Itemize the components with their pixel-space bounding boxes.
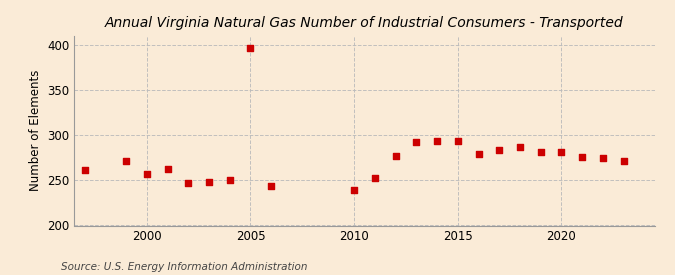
Point	[535, 150, 546, 155]
Title: Annual Virginia Natural Gas Number of Industrial Consumers - Transported: Annual Virginia Natural Gas Number of In…	[105, 16, 624, 31]
Point	[411, 140, 422, 145]
Point	[597, 156, 608, 160]
Point	[432, 139, 443, 144]
Point	[79, 168, 90, 173]
Point	[452, 139, 463, 144]
Y-axis label: Number of Elements: Number of Elements	[28, 70, 42, 191]
Point	[473, 152, 484, 156]
Point	[183, 181, 194, 185]
Point	[224, 178, 235, 183]
Point	[349, 188, 360, 192]
Point	[369, 175, 380, 180]
Point	[204, 180, 215, 184]
Point	[121, 159, 132, 164]
Point	[390, 154, 401, 158]
Point	[494, 147, 505, 152]
Point	[142, 172, 153, 176]
Point	[618, 159, 629, 164]
Point	[266, 183, 277, 188]
Point	[245, 46, 256, 51]
Point	[514, 145, 525, 149]
Point	[576, 155, 587, 159]
Point	[556, 150, 567, 155]
Text: Source: U.S. Energy Information Administration: Source: U.S. Energy Information Administ…	[61, 262, 307, 272]
Point	[162, 167, 173, 172]
